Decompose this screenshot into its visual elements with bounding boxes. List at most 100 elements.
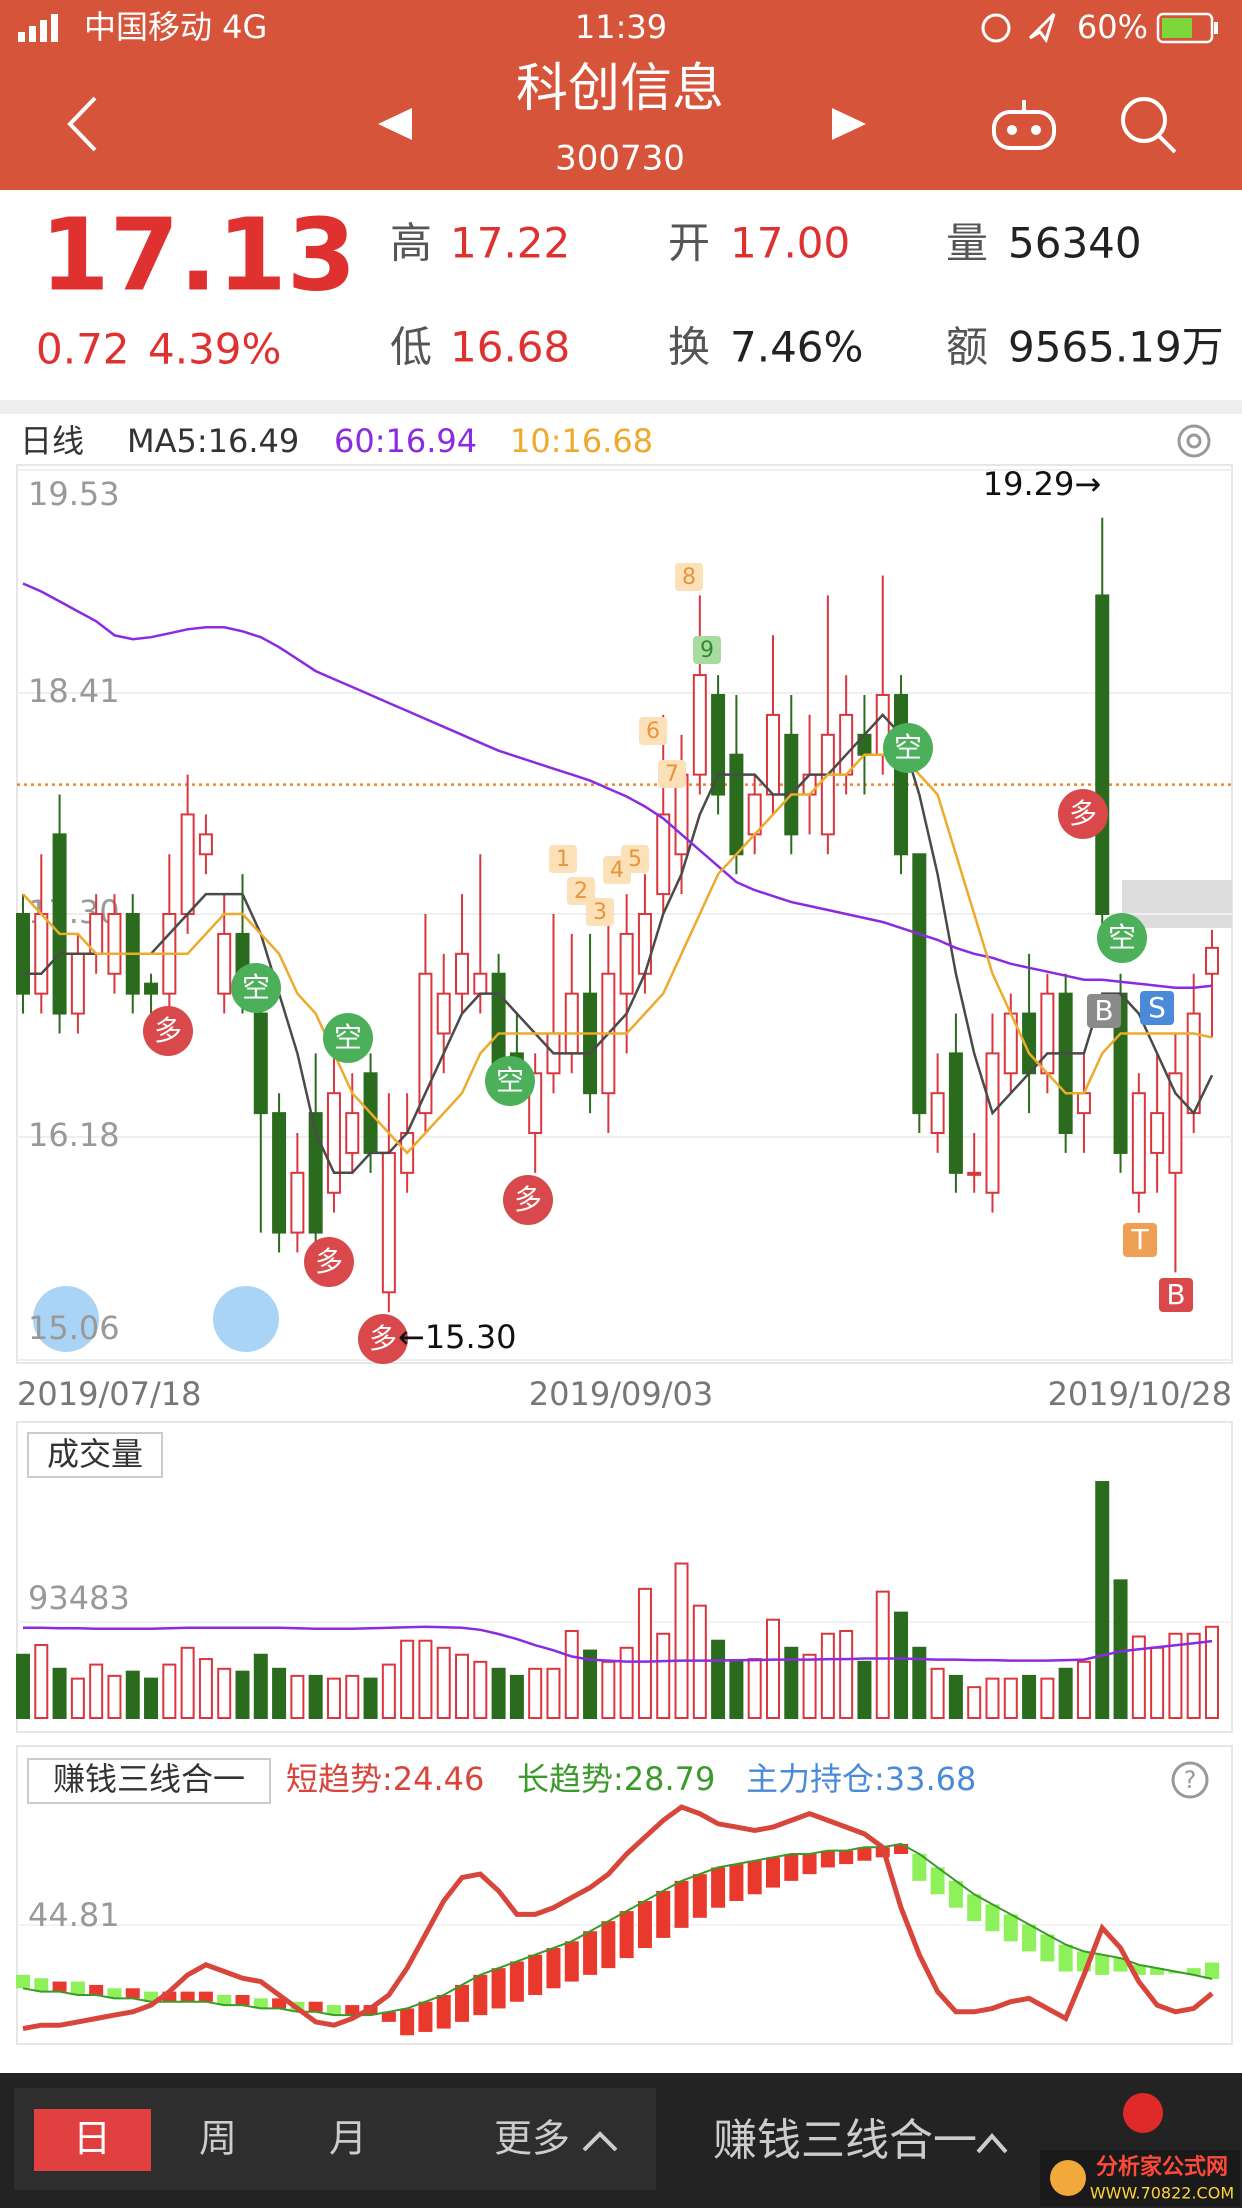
- candle-body: [180, 813, 195, 916]
- position-bar: [948, 1880, 963, 1908]
- fold-button[interactable]: [33, 1286, 99, 1352]
- volume-bar: [1076, 1660, 1091, 1719]
- robot-button[interactable]: [992, 100, 1056, 150]
- volume-bar: [180, 1646, 195, 1719]
- candle-body: [436, 992, 451, 1035]
- signal-label: 空: [242, 971, 270, 1004]
- y-tick-label: 19.53: [28, 475, 120, 513]
- position-bar: [765, 1857, 780, 1888]
- signal-marker: [567, 877, 595, 905]
- x-tick-label: 2019/09/03: [529, 1375, 713, 1413]
- position-bar: [125, 1988, 140, 1999]
- volume-bar: [601, 1660, 616, 1719]
- tab[interactable]: 日: [73, 2117, 111, 2161]
- legend-entry: 短趋势:24.46: [286, 1760, 484, 1798]
- volume-bar: [857, 1660, 872, 1719]
- volume-bar: [290, 1674, 305, 1720]
- signal-label: 多: [514, 1183, 542, 1216]
- position-bar: [656, 1890, 671, 1938]
- chart-title: 日线: [20, 422, 84, 460]
- quote-value: 56340: [1008, 219, 1142, 268]
- signal-marker: [1159, 1278, 1193, 1312]
- position-bar: [473, 1974, 488, 2016]
- position-bar: [692, 1874, 707, 1918]
- signal-label: T: [1130, 1223, 1149, 1256]
- signal-marker: [883, 723, 933, 773]
- candle-body: [326, 1092, 341, 1194]
- carrier: 中国移动 4G: [84, 8, 267, 46]
- price-cursor-box: [1122, 880, 1232, 928]
- candle-body: [455, 952, 470, 995]
- y-tick-label: 18.41: [28, 672, 120, 710]
- search-button[interactable]: [1121, 97, 1177, 154]
- position-bar: [820, 1850, 835, 1868]
- position-bar: [491, 1968, 506, 2009]
- battery-icon: [1156, 12, 1218, 44]
- candle-body: [839, 713, 854, 776]
- candle-body: [564, 992, 579, 1055]
- y-tick-label: 93483: [28, 1579, 130, 1617]
- signal-label: S: [1148, 991, 1166, 1024]
- ma-line: [23, 713, 1214, 1175]
- position-bar: [52, 1981, 67, 1992]
- position-bar: [400, 2008, 415, 2036]
- settings-button[interactable]: [1177, 424, 1211, 458]
- volume-bar: [637, 1587, 652, 1719]
- volume-bar: [1113, 1579, 1128, 1720]
- change-pct: 4.39%: [148, 325, 281, 374]
- position-bar: [784, 1854, 799, 1881]
- ma-line: [22, 753, 1213, 1155]
- indicator-tab[interactable]: 赚钱三线合一: [713, 2115, 977, 2166]
- candle-body: [1150, 1112, 1165, 1154]
- help-button[interactable]: ?: [1171, 1761, 1209, 1799]
- position-bar: [1095, 1954, 1110, 1975]
- lock-icon: [981, 13, 1011, 43]
- position-bar: [381, 2011, 396, 2022]
- tab[interactable]: 周: [199, 2117, 237, 2161]
- volume-bar: [363, 1677, 378, 1720]
- back-button[interactable]: [67, 96, 97, 152]
- prev-stock[interactable]: [378, 108, 412, 140]
- volume-bar: [784, 1646, 799, 1719]
- quote-value: 7.46%: [730, 323, 863, 372]
- chevron: [976, 2132, 1008, 2154]
- signal-marker: [1058, 789, 1108, 839]
- volume-bar: [948, 1674, 963, 1720]
- quote-label: 开: [668, 219, 710, 268]
- quote-label: 低: [390, 323, 432, 372]
- tab-active-bg: [34, 2109, 151, 2171]
- position-bar: [1131, 1964, 1146, 1975]
- position-bar: [253, 1998, 268, 2009]
- position-bar: [747, 1860, 762, 1895]
- panel-title: 成交量: [47, 1435, 143, 1473]
- volume-bar: [985, 1677, 1000, 1720]
- signal-label: 1: [556, 847, 570, 872]
- position-bar: [34, 1978, 49, 1992]
- indicator-panel: [16, 1745, 1233, 2045]
- candle-body: [1205, 946, 1219, 975]
- volume-bar: [162, 1663, 177, 1720]
- stock-code: 300730: [555, 139, 685, 179]
- signal-label: 空: [334, 1021, 362, 1054]
- volume-bar: [820, 1632, 835, 1719]
- indicator-title-box: [27, 1758, 271, 1804]
- y-tick-label: 44.81: [28, 1896, 120, 1934]
- signal-label: 多: [1069, 797, 1097, 830]
- expand-button[interactable]: [213, 1286, 279, 1352]
- tab[interactable]: 月: [329, 2117, 367, 2161]
- position-bar: [455, 1984, 470, 2022]
- watermark-logo: [1050, 2160, 1086, 2196]
- tab[interactable]: 更多: [494, 2117, 570, 2161]
- signal-marker: [304, 1237, 354, 1287]
- signal-label: 8: [682, 565, 696, 590]
- signal-marker: [231, 963, 281, 1013]
- position-bar: [89, 1984, 104, 1995]
- next-stock[interactable]: [832, 108, 866, 140]
- volume-bar: [418, 1639, 433, 1719]
- watermark-text: 分析家公式网: [1096, 2154, 1228, 2180]
- volume-bar: [473, 1660, 488, 1719]
- volume-bar: [217, 1667, 232, 1720]
- candle-body: [1058, 992, 1073, 1135]
- signal-label: 4: [610, 858, 624, 883]
- volume-panel: [16, 1421, 1233, 1733]
